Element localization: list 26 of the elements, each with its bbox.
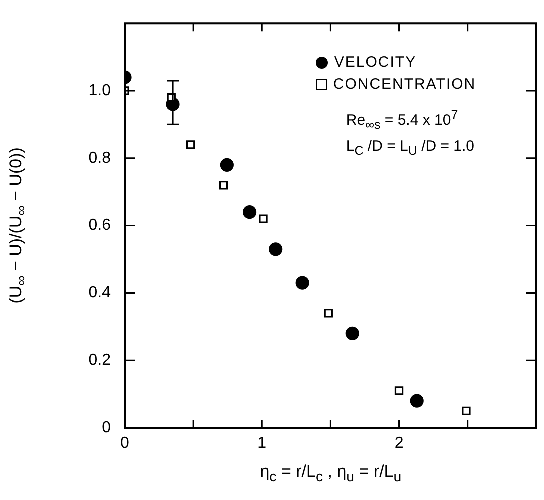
point	[410, 394, 424, 408]
legend-label: VELOCITY	[334, 54, 417, 72]
x-tick-label: 2	[394, 435, 404, 452]
x-axis-title: η$_{c}$ = r/L$_{c}$ , η$_{u}$ = r/L$_{u}$	[260, 462, 402, 486]
point	[220, 158, 234, 172]
point	[242, 206, 257, 220]
annotation: L$_{C}$ /D = L$_{U}$ /D = 1.0	[346, 138, 475, 160]
point	[219, 181, 228, 190]
y-tick-label: 1.0	[88, 82, 112, 100]
y-tick-label: 0.2	[88, 352, 112, 370]
point	[296, 276, 310, 290]
point	[462, 406, 471, 416]
annotation: Re$_{∞s}$ = 5.4 x 10$^{7}$	[346, 108, 460, 134]
point	[259, 214, 268, 224]
x-tick-label: 0	[120, 435, 130, 452]
point	[186, 140, 196, 150]
point	[324, 309, 333, 318]
point	[269, 242, 283, 256]
y-tick-label: 0	[102, 419, 112, 436]
point	[394, 386, 404, 396]
y-tick-label: 0.4	[88, 284, 112, 302]
legend-label: CONCENTRATION	[333, 76, 476, 94]
y-tick-label: 0.6	[88, 217, 112, 234]
x-tick-label: 1	[258, 435, 267, 452]
y-tick-label: 0.8	[88, 150, 112, 167]
point	[346, 326, 360, 340]
